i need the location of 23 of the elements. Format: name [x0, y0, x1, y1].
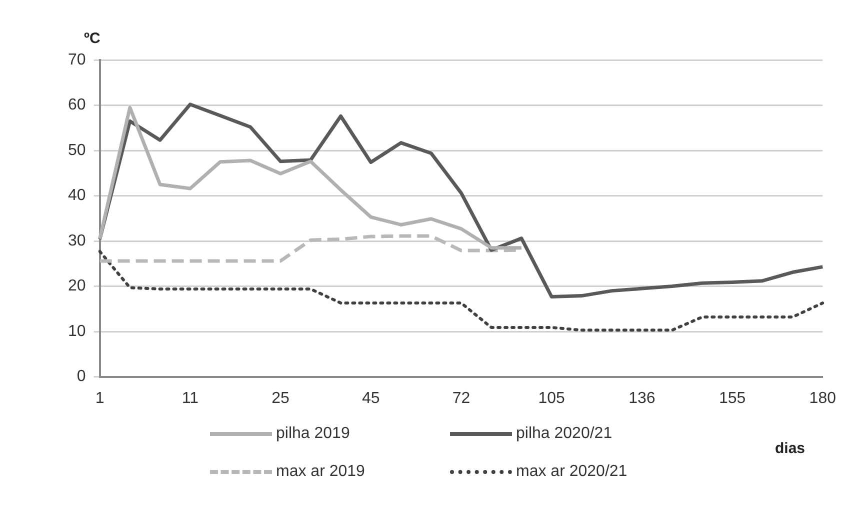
x-tick-label: 155 — [718, 390, 746, 407]
legend-label: max ar 2019 — [276, 463, 365, 481]
x-tick-label: 11 — [182, 390, 199, 407]
x-tick-label: 45 — [362, 390, 380, 407]
x-tick-label: 105 — [538, 390, 566, 407]
legend-label: pilha 2020/21 — [516, 425, 612, 443]
x-axis-title: dias — [775, 440, 806, 457]
y-tick-label: 0 — [76, 368, 86, 386]
y-tick-label: 40 — [68, 187, 86, 204]
x-tick-label: 72 — [452, 390, 470, 407]
x-tick-label: 136 — [628, 390, 656, 407]
x-tick-label: 25 — [272, 390, 290, 407]
y-tick-label: 20 — [68, 278, 86, 295]
y-axis-title: ºC — [84, 30, 100, 47]
x-tick-label: 1 — [95, 390, 104, 407]
y-tick-label: 60 — [68, 96, 86, 114]
legend-label: pilha 2019 — [276, 425, 350, 443]
x-tick-label: 180 — [809, 390, 836, 407]
y-tick-label: 10 — [68, 322, 86, 340]
y-tick-label: 70 — [68, 51, 86, 68]
y-tick-label: 30 — [68, 232, 86, 250]
y-tick-label: 50 — [68, 142, 86, 159]
legend-label: max ar 2020/21 — [516, 463, 628, 481]
